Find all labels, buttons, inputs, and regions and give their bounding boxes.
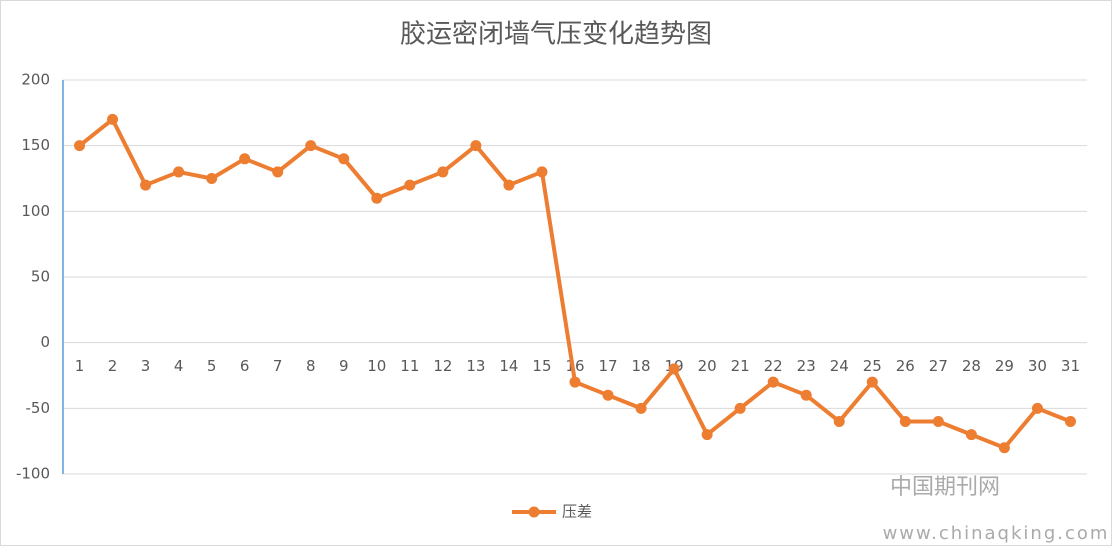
point [272,166,284,178]
y-tick-label: 50 [31,268,50,286]
point [767,376,779,388]
chart-title: 胶运密闭墙气压变化趋势图 [400,20,712,50]
point [536,166,548,178]
x-tick-label: 18 [632,357,651,375]
x-tick-label: 27 [929,357,948,375]
point [338,153,350,165]
x-tick-label: 13 [466,357,485,375]
point [107,113,119,125]
watermark: www.chinaqking.com [883,523,1110,544]
x-tick-label: 9 [339,357,349,375]
point [800,389,812,401]
legend-marker [528,506,540,518]
x-tick-label: 10 [367,357,386,375]
x-tick-label: 22 [764,357,783,375]
point [503,179,515,191]
point [998,442,1010,454]
point [602,389,614,401]
x-tick-label: 11 [400,357,419,375]
y-tick-label: 100 [21,202,50,220]
point [932,415,944,427]
point [965,429,977,441]
x-tick-label: 8 [306,357,316,375]
point [899,415,911,427]
point [635,402,647,414]
point [305,140,317,152]
x-tick-label: 24 [830,357,849,375]
x-tick-label: 23 [797,357,816,375]
y-tick-label: 0 [40,333,50,351]
x-tick-label: 21 [731,357,750,375]
x-tick-label: 29 [995,357,1014,375]
x-tick-label: 3 [141,357,151,375]
x-tick-label: 2 [108,357,118,375]
point [734,402,746,414]
point [371,192,383,204]
x-tick-label: 7 [273,357,283,375]
point [833,415,845,427]
x-tick-label: 31 [1061,357,1080,375]
point [569,376,581,388]
watermark: 中国期刊网 [890,475,1000,500]
y-tick-label: 200 [21,71,50,89]
x-tick-label: 30 [1028,357,1047,375]
x-tick-label: 4 [174,357,184,375]
y-tick-label: -50 [26,399,51,417]
point [668,363,680,375]
x-tick-label: 1 [75,357,85,375]
x-tick-label: 20 [698,357,717,375]
y-tick-label: -100 [16,465,50,483]
legend-label: 压差 [562,503,592,521]
x-tick-label: 12 [433,357,452,375]
point [1031,402,1043,414]
point [140,179,152,191]
point [866,376,878,388]
point [1064,415,1076,427]
point [404,179,416,191]
x-tick-label: 26 [896,357,915,375]
y-tick-label: 150 [21,136,50,154]
point [173,166,185,178]
point [701,429,713,441]
x-tick-label: 6 [240,357,250,375]
point [239,153,251,165]
point [74,140,86,152]
x-tick-label: 25 [863,357,882,375]
x-tick-label: 5 [207,357,217,375]
point [437,166,449,178]
point [206,173,218,184]
x-tick-label: 17 [598,357,617,375]
x-tick-label: 14 [499,357,518,375]
x-tick-label: 15 [532,357,551,375]
point [470,140,482,152]
x-tick-label: 28 [962,357,981,375]
